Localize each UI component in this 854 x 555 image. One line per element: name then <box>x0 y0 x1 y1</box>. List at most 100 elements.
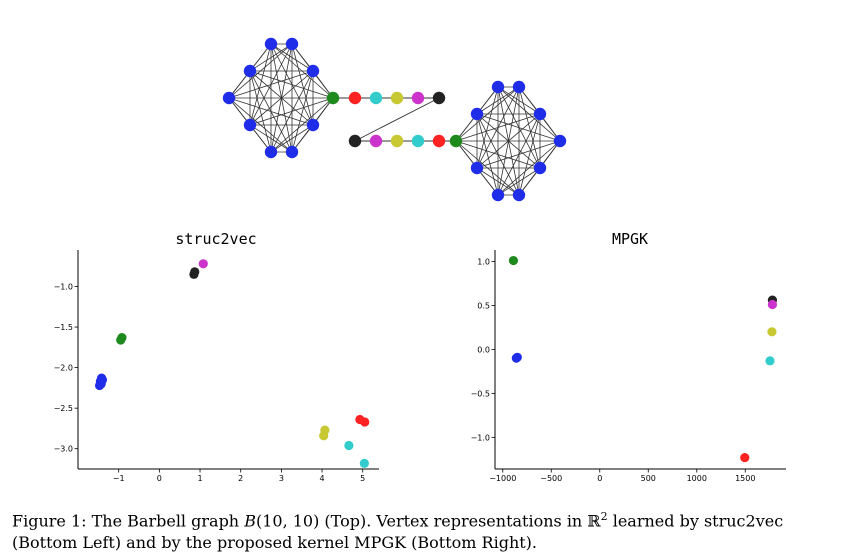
graph-edge <box>476 167 520 196</box>
graph-node <box>411 134 425 148</box>
caption-suffix: learned by struc2vec <box>607 511 784 531</box>
struc2vec-point <box>319 431 329 441</box>
mpgk-y-tick-label: 0.5 <box>477 301 490 310</box>
graph-edge <box>249 70 314 126</box>
mpgk-point <box>512 352 522 362</box>
mpgk-point <box>767 295 778 305</box>
mpgk-point <box>767 299 778 310</box>
graph-edge <box>455 113 541 142</box>
graph-node <box>348 91 362 105</box>
graph-edge <box>228 97 293 153</box>
caption-mid: (Top). Vertex representations in <box>319 511 588 531</box>
graph-node <box>222 91 236 105</box>
graph-node <box>449 134 463 148</box>
mpgk-y-tick-label: −1.0 <box>471 433 490 442</box>
graph-node <box>264 37 278 51</box>
graph-node <box>285 37 299 51</box>
struc2vec-x-tick-label: −1 <box>113 474 125 483</box>
graph-edge <box>455 140 520 196</box>
mpgk-x-tick-label: 0 <box>597 474 602 483</box>
graph-node <box>306 64 320 78</box>
mpgk-point <box>767 327 777 337</box>
graph-node <box>491 188 505 202</box>
struc2vec-x-tick-label: 0 <box>157 474 162 483</box>
struc2vec-point <box>355 414 365 425</box>
graph-node <box>411 91 425 105</box>
graph-node <box>432 91 446 105</box>
graph-edge <box>497 167 541 196</box>
graph-edge <box>249 70 293 153</box>
mpgk-title: MPGK <box>612 230 648 248</box>
graph-edge <box>476 140 561 169</box>
graph-edges <box>228 43 561 196</box>
struc2vec-y-tick-label: −1.0 <box>54 283 73 292</box>
graph-edge <box>476 113 520 196</box>
graph-node <box>470 161 484 175</box>
graph-node <box>285 145 299 159</box>
mpgk-x-tick-label: 1000 <box>687 474 707 483</box>
mpgk-y-tick-label: 0.0 <box>477 345 490 354</box>
struc2vec-y-tick-label: −1.5 <box>54 323 73 332</box>
caption-math-b: B <box>244 511 256 531</box>
figure-caption: Figure 1: The Barbell graph B(10, 10) (T… <box>12 506 848 554</box>
graph-edge <box>249 97 334 126</box>
graph-node <box>533 161 547 175</box>
graph-edge <box>249 43 293 72</box>
graph-edge <box>249 124 293 153</box>
struc2vec-x-tick-label: 4 <box>320 474 325 483</box>
mpgk-point <box>508 255 519 266</box>
caption-line2: (Bottom Left) and by the proposed kernel… <box>12 533 537 553</box>
caption-reals-exp: 2 <box>600 510 608 523</box>
graph-node <box>390 134 404 148</box>
struc2vec-point <box>95 376 105 386</box>
graph-edge <box>270 124 314 153</box>
graph-node <box>390 91 404 105</box>
struc2vec-x-tick-label: 5 <box>360 474 365 483</box>
graph-node <box>369 134 383 148</box>
struc2vec-point <box>97 375 108 385</box>
graph-edge <box>291 70 314 153</box>
graph-edge <box>228 70 314 99</box>
struc2vec-point <box>117 333 127 343</box>
mpgk-y-tick-label: 1.0 <box>477 257 490 266</box>
mpgk-x-tick-label: 500 <box>641 474 656 483</box>
graph-node <box>553 134 567 148</box>
graph-node <box>491 80 505 94</box>
graph-edge <box>354 97 440 142</box>
graph-edge <box>249 70 272 153</box>
struc2vec-point <box>94 380 105 391</box>
mpgk-point <box>511 353 521 363</box>
struc2vec-y-tick-label: −2.0 <box>54 364 73 373</box>
graph-edge <box>249 43 272 126</box>
graph-edge <box>249 70 334 99</box>
graph-edge <box>476 113 499 196</box>
struc2vec-y-tick-label: −3.0 <box>54 445 73 454</box>
struc2vec-point <box>360 417 370 427</box>
caption-math-args: (10, 10) <box>255 511 320 531</box>
struc2vec-point <box>189 269 199 279</box>
graph-edge <box>476 113 541 169</box>
struc2vec-point <box>320 425 330 435</box>
graph-node <box>348 134 362 148</box>
graph-edge <box>476 86 520 115</box>
graph-node <box>326 91 340 105</box>
graph-node <box>512 80 526 94</box>
graph-node <box>243 118 257 132</box>
graph-edge <box>476 86 499 169</box>
mpgk-x-tick-label: 1500 <box>735 474 755 483</box>
struc2vec-x-tick-label: 3 <box>279 474 284 483</box>
mpgk-point <box>740 452 750 463</box>
graph-edge <box>518 113 541 196</box>
graph-node <box>306 118 320 132</box>
caption-prefix: Figure 1: The Barbell graph <box>12 511 245 531</box>
struc2vec-point <box>190 267 200 277</box>
mpgk-x-tick-label: −1000 <box>489 474 516 483</box>
graph-edge <box>291 43 314 126</box>
struc2vec-title: struc2vec <box>175 230 256 248</box>
graph-node <box>432 134 446 148</box>
graph-node <box>512 188 526 202</box>
struc2vec-x-tick-label: 2 <box>238 474 243 483</box>
graph-node <box>264 145 278 159</box>
graph-node <box>533 107 547 121</box>
